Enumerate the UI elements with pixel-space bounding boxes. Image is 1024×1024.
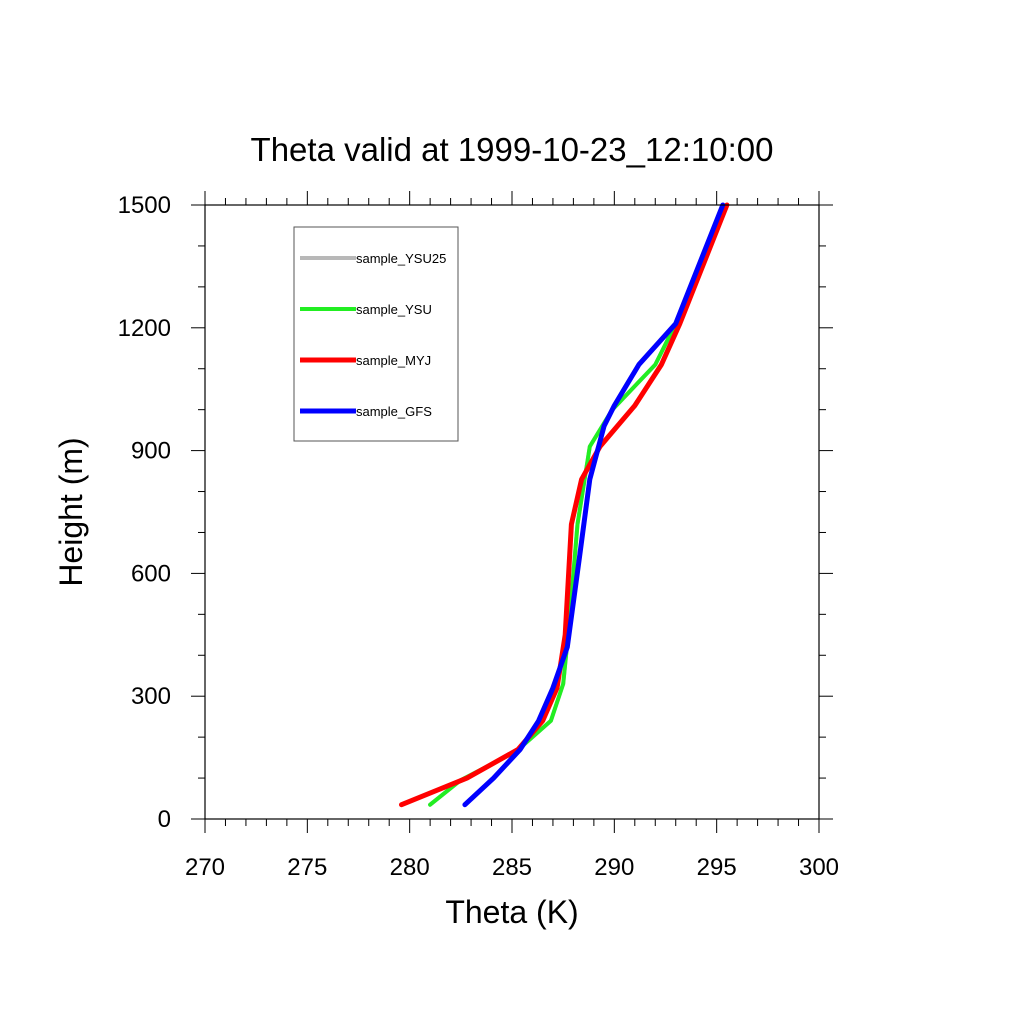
y-tick-label: 1200: [118, 315, 171, 342]
x-tick-label: 275: [287, 854, 327, 881]
series-line-sample_GFS: [462, 202, 726, 808]
y-tick-label: 1500: [118, 192, 171, 219]
x-tick-label: 295: [697, 854, 737, 881]
y-tick-label: 900: [131, 438, 171, 465]
series-line-sample_YSU: [428, 203, 729, 807]
series-lines: [399, 202, 730, 808]
legend: sample_YSU25 sample_YSU sample_MYJ sample_G…: [293, 226, 459, 442]
legend-label-sample_MYJ: sample_MYJ: [356, 353, 431, 368]
chart-title: Theta valid at 1999-10-23_12:10:00: [251, 131, 774, 168]
x-tick-label: 300: [799, 854, 839, 881]
legend-label-sample_YSU: sample_YSU: [356, 302, 432, 317]
axis-ticks: [191, 191, 833, 833]
y-tick-label: 300: [131, 683, 171, 710]
legend-label-sample_YSU25: sample_YSU25: [356, 251, 446, 266]
y-axis-title: Height (m): [53, 437, 89, 586]
y-tick-label: 0: [158, 806, 171, 833]
tick-labels: 270 275 280 285 290 295 300 0 300 600 900 1200 1500: [118, 192, 839, 881]
x-tick-label: 280: [390, 854, 430, 881]
x-axis-title: Theta (K): [445, 894, 578, 930]
x-tick-label: 270: [185, 854, 225, 881]
x-tick-label: 290: [594, 854, 634, 881]
legend-box: [293, 226, 459, 442]
x-tick-label: 285: [492, 854, 532, 881]
series-line-sample_YSU25: [428, 203, 729, 807]
y-tick-label: 600: [131, 560, 171, 587]
plot-frame: [204, 204, 820, 820]
legend-label-sample_GFS: sample_GFS: [356, 404, 432, 419]
